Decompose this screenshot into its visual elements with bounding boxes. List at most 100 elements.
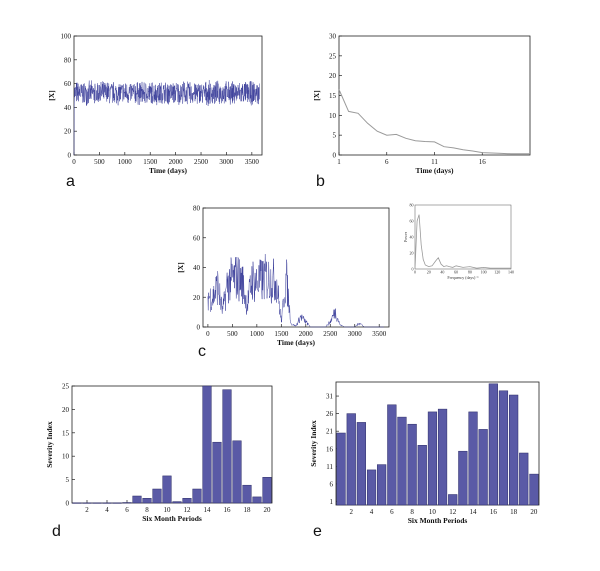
- bar-d-5: [112, 502, 122, 504]
- bar-e-14: [468, 411, 478, 506]
- inset-x-tick-label: 60: [454, 270, 458, 275]
- y-tick-label-e: 11: [326, 463, 333, 471]
- x-tick-label-d: 20: [264, 506, 272, 514]
- bar-d-14: [202, 385, 212, 504]
- x-tick-label-c: 500: [227, 330, 238, 338]
- x-tick-label-d: 16: [224, 506, 232, 514]
- bar-d-19: [252, 496, 262, 504]
- bar-e-19: [519, 452, 529, 506]
- x-tick-label-c: 3000: [348, 330, 363, 338]
- series-line-b: [338, 89, 530, 155]
- y-tick-label-a: 0: [68, 152, 72, 160]
- y-axis-label-a: [X]: [47, 90, 56, 100]
- y-tick-label-e: 31: [326, 393, 334, 401]
- bar-d-11: [172, 501, 182, 504]
- x-tick-label-d: 10: [164, 506, 172, 514]
- x-tick-label-d: 8: [145, 506, 149, 514]
- bar-e-2: [346, 413, 356, 506]
- bar-e-16: [488, 383, 498, 506]
- bar-e-11: [437, 408, 448, 506]
- y-tick-label-c: 20: [193, 294, 201, 302]
- x-tick-label-a: 1500: [143, 158, 158, 166]
- bar-d-9: [152, 488, 162, 504]
- bar-e-12: [448, 494, 458, 506]
- x-tick-label-e: 14: [470, 508, 478, 516]
- x-tick-label-d: 6: [125, 506, 129, 514]
- bar-e-5: [377, 464, 387, 506]
- bar-e-3: [356, 422, 366, 506]
- x-tick-label-e: 10: [429, 508, 437, 516]
- x-tick-label-d: 4: [105, 506, 109, 514]
- x-tick-label-b: 1: [337, 158, 341, 166]
- bar-d-15: [212, 441, 222, 504]
- y-tick-label-d: 15: [62, 429, 70, 437]
- plot-frame-d: [71, 385, 273, 504]
- bar-e-6: [387, 404, 397, 506]
- inset-x-tick-label: 100: [481, 270, 487, 275]
- series-line-c: [207, 254, 384, 328]
- bar-d-18: [242, 484, 252, 504]
- x-tick-label-e: 20: [530, 508, 538, 516]
- y-tick-label-d: 10: [62, 453, 70, 461]
- y-tick-label-e: 26: [326, 410, 334, 418]
- inset-x-tick-label: 140: [508, 270, 514, 275]
- bar-e-17: [498, 390, 509, 506]
- inset-x-tick-label: 40: [440, 270, 444, 275]
- y-tick-label-c: 80: [193, 205, 201, 213]
- x-tick-label-a: 0: [72, 158, 76, 166]
- x-axis-label-b: Time (days): [416, 166, 454, 175]
- bar-d-3: [92, 502, 102, 504]
- y-tick-label-e: 6: [330, 480, 334, 488]
- y-tick-label-a: 40: [64, 104, 72, 112]
- plot-frame-e: [335, 381, 540, 506]
- panel-label-a: a: [66, 173, 75, 190]
- panel-label-d: d: [52, 523, 61, 540]
- bar-e-10: [427, 411, 438, 506]
- x-tick-label-a: 2000: [169, 158, 184, 166]
- y-tick-label-d: 20: [62, 406, 70, 414]
- bar-d-6: [122, 502, 132, 504]
- x-axis-label-d: Six Month Periods: [142, 514, 202, 523]
- x-tick-label-e: 2: [349, 508, 353, 516]
- inset-series-line: [414, 214, 511, 270]
- y-tick-label-c: 60: [193, 234, 201, 242]
- bar-d-20: [262, 477, 272, 504]
- y-tick-label-e: 21: [326, 428, 334, 436]
- y-axis-label-b: [X]: [312, 90, 321, 100]
- x-tick-label-e: 12: [449, 508, 457, 516]
- y-tick-label-a: 20: [64, 128, 72, 136]
- inset-x-tick-label: 80: [468, 270, 472, 275]
- x-tick-label-e: 18: [510, 508, 518, 516]
- chart-a: 0 500 1000 1500 2000 2500 3000 3500 0 20 40 60 80 100…: [47, 33, 263, 175]
- y-tick-label-a: 60: [64, 80, 72, 88]
- inset-y-tick-label: 20: [410, 251, 414, 256]
- x-tick-label-b: 6: [385, 158, 389, 166]
- x-tick-label-b: 16: [479, 158, 487, 166]
- x-tick-label-e: 16: [490, 508, 498, 516]
- inset-y-tick-label: 40: [410, 235, 414, 240]
- x-tick-label-c: 3500: [372, 330, 387, 338]
- x-tick-label-c: 2500: [323, 330, 338, 338]
- y-tick-label-b: 20: [329, 72, 337, 80]
- x-axis-label-a: Time (days): [149, 166, 187, 175]
- x-tick-label-d: 14: [204, 506, 212, 514]
- y-tick-label-b: 5: [333, 132, 337, 140]
- chart-c: 0 500 1000 1500 2000 2500 3000 3500020406080Tim…: [176, 203, 514, 348]
- y-tick-label-d: 0: [66, 500, 70, 508]
- bar-e-4: [366, 469, 377, 506]
- inset-x-axis-label: Frequency (days)⁻¹: [447, 275, 479, 280]
- inset-x-tick-label: 120: [494, 270, 500, 275]
- x-tick-label-c: 0: [206, 330, 210, 338]
- y-axis-label-d: Severity Index: [45, 421, 54, 468]
- x-tick-label-e: 6: [390, 508, 394, 516]
- chart-d: 2 4 6 8 10 12 14 16 18 20 0 5 10 15 20 25 Six Month Peri…: [45, 383, 273, 523]
- y-axis-label-e: Severity Index: [309, 420, 318, 467]
- x-tick-label-d: 2: [85, 506, 89, 514]
- x-tick-label-e: 8: [410, 508, 414, 516]
- x-tick-label-a: 3000: [219, 158, 234, 166]
- x-tick-label-a: 3500: [245, 158, 260, 166]
- bar-e-20: [529, 473, 539, 506]
- y-tick-label-e: 16: [326, 445, 334, 453]
